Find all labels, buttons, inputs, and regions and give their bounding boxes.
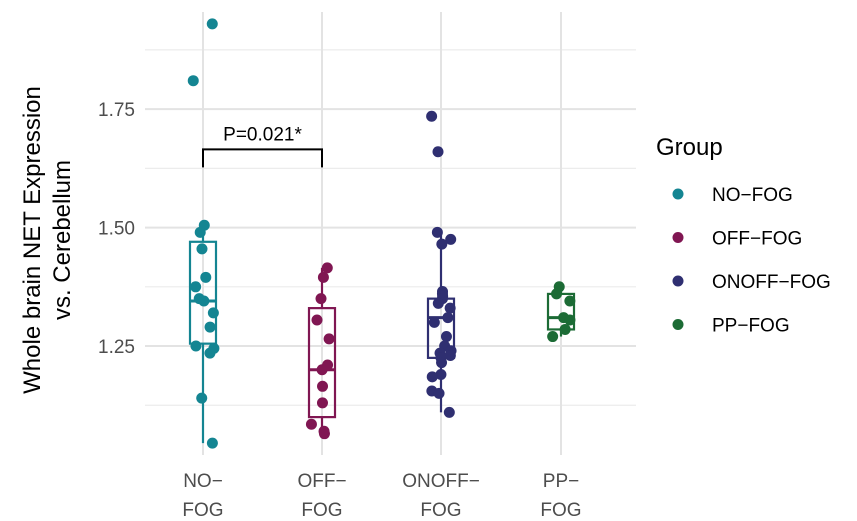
x-tick-line: FOG <box>420 500 461 521</box>
legend-swatch <box>672 188 684 200</box>
data-point <box>444 302 456 314</box>
x-tick-label: NO− FOG <box>182 471 223 521</box>
points-pp-fog <box>547 281 576 343</box>
p-value-label: P=0.021* <box>223 124 302 145</box>
data-point <box>564 314 576 326</box>
legend: Group NO−FOG OFF−FOG ONOFF−FOG PP−FOG <box>656 134 831 337</box>
data-point <box>196 243 208 255</box>
legend-title: Group <box>656 134 723 161</box>
data-point <box>443 406 455 418</box>
data-point <box>207 307 219 319</box>
legend-entry-label: OFF−FOG <box>712 229 802 250</box>
data-point <box>426 110 438 122</box>
data-point <box>440 331 452 343</box>
box-plots <box>188 225 576 444</box>
points-off-fog <box>305 262 335 440</box>
box-rect <box>307 307 337 419</box>
significance-bracket <box>202 148 323 168</box>
x-tick-line: ONOFF− <box>402 471 480 492</box>
data-point <box>426 371 438 383</box>
data-point <box>436 238 448 250</box>
data-point <box>551 288 563 300</box>
data-point <box>194 226 206 238</box>
x-tick-line: NO− <box>183 471 223 492</box>
data-point <box>436 357 448 369</box>
data-point <box>190 340 202 352</box>
data-point <box>200 271 212 283</box>
significance-annotation: P=0.021* <box>202 124 323 168</box>
data-point <box>442 312 454 324</box>
data-point <box>311 314 323 326</box>
data-point <box>206 18 218 30</box>
x-tick-label: PP− FOG <box>540 471 581 521</box>
box-rect <box>188 240 218 345</box>
y-tick-label: 1.50 <box>98 219 135 240</box>
x-tick-line: OFF− <box>297 471 346 492</box>
data-points <box>187 18 576 449</box>
y-axis-title-line: Whole brain NET Expression <box>19 86 46 394</box>
x-tick-line: FOG <box>182 500 223 521</box>
data-point <box>445 233 457 245</box>
data-point <box>316 364 328 376</box>
legend-swatch <box>672 275 684 287</box>
legend-entry-label: NO−FOG <box>712 185 793 206</box>
grid-lines <box>145 12 636 455</box>
data-point <box>315 293 327 305</box>
legend-swatch <box>672 319 684 330</box>
y-axis-title-line: vs. Cerebellum <box>49 160 76 320</box>
x-tick-label: ONOFF− FOG <box>402 471 480 521</box>
data-point <box>559 323 571 335</box>
data-point <box>432 146 444 158</box>
data-point <box>204 347 216 359</box>
data-point <box>317 380 329 392</box>
data-point <box>204 321 216 333</box>
data-point <box>432 297 444 309</box>
data-point <box>190 281 202 293</box>
y-tick-label: 1.25 <box>98 337 135 358</box>
data-point <box>428 316 440 328</box>
x-tick-line: FOG <box>540 500 581 521</box>
x-tick-label: OFF− FOG <box>297 471 346 521</box>
legend-swatch <box>672 232 684 243</box>
points-no-fog <box>187 18 220 449</box>
data-point <box>431 226 443 238</box>
y-axis-label: Whole brain NET Expression vs. Cerebellum <box>19 86 76 394</box>
y-tick-label: 1.75 <box>98 100 135 121</box>
x-tick-line: PP− <box>543 471 579 492</box>
x-axis: NO− FOG OFF− FOG ONOFF− FOG PP− FOG <box>182 471 581 521</box>
data-point <box>206 437 218 449</box>
x-tick-line: FOG <box>301 500 342 521</box>
data-point <box>433 387 445 399</box>
data-point <box>435 368 447 380</box>
legend-entry-label: PP−FOG <box>712 316 790 337</box>
y-axis: 1.25 1.50 1.75 <box>98 100 135 358</box>
data-point <box>547 331 559 343</box>
data-point <box>321 262 333 274</box>
data-point <box>323 333 335 345</box>
y-axis-title: Whole brain NET Expression vs. Cerebellum <box>19 86 76 394</box>
data-point <box>305 418 317 430</box>
data-point <box>564 295 576 307</box>
data-point <box>196 392 208 404</box>
data-point <box>316 397 328 409</box>
points-onoff-fog <box>426 110 457 418</box>
data-point <box>317 271 329 283</box>
data-point <box>187 75 199 87</box>
legend-entry-label: ONOFF−FOG <box>712 272 831 293</box>
data-point <box>444 350 456 362</box>
data-point <box>198 295 210 307</box>
data-point <box>318 428 330 440</box>
